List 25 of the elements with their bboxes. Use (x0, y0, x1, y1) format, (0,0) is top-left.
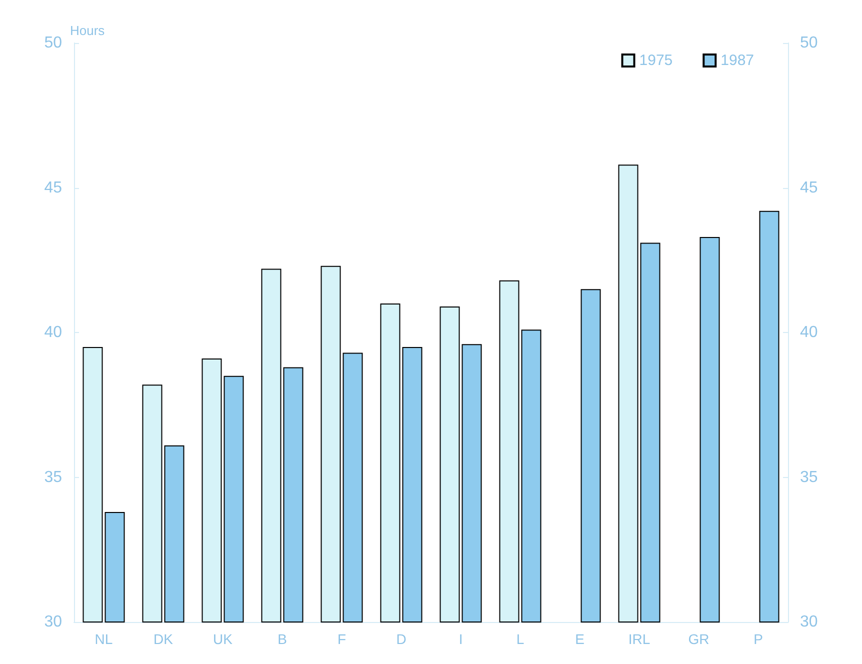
y2-tick-label: 35 (800, 468, 818, 486)
y2-tick-label: 50 (800, 34, 818, 52)
x-tick-label: IRL (628, 631, 650, 647)
y-tick-label: 40 (44, 324, 62, 341)
x-tick-label: NL (94, 631, 113, 647)
y2-tick-label: 45 (800, 179, 818, 196)
y-tick-label: 30 (44, 614, 62, 630)
x-tick-label: DK (154, 631, 174, 647)
x-tick-label: F (337, 631, 346, 647)
y-tick-label: 50 (44, 34, 62, 52)
y2-tick-label: 30 (800, 614, 818, 630)
y-tick-label: 35 (44, 468, 62, 486)
y-axis-title: Hours (70, 23, 106, 38)
x-tick-label: P (754, 631, 763, 647)
legend-label: 1975 (639, 52, 673, 69)
x-tick-label: E (575, 631, 584, 647)
x-tick-label: B (278, 631, 287, 647)
x-tick-label: UK (213, 631, 234, 647)
y-tick-label: 45 (44, 179, 62, 196)
y2-tick-label: 40 (800, 324, 818, 341)
x-tick-label: L (516, 631, 524, 647)
x-tick-label: D (396, 631, 406, 647)
legend-label: 1987 (720, 52, 754, 69)
x-tick-label: I (458, 631, 463, 647)
x-tick-label: GR (688, 631, 710, 647)
